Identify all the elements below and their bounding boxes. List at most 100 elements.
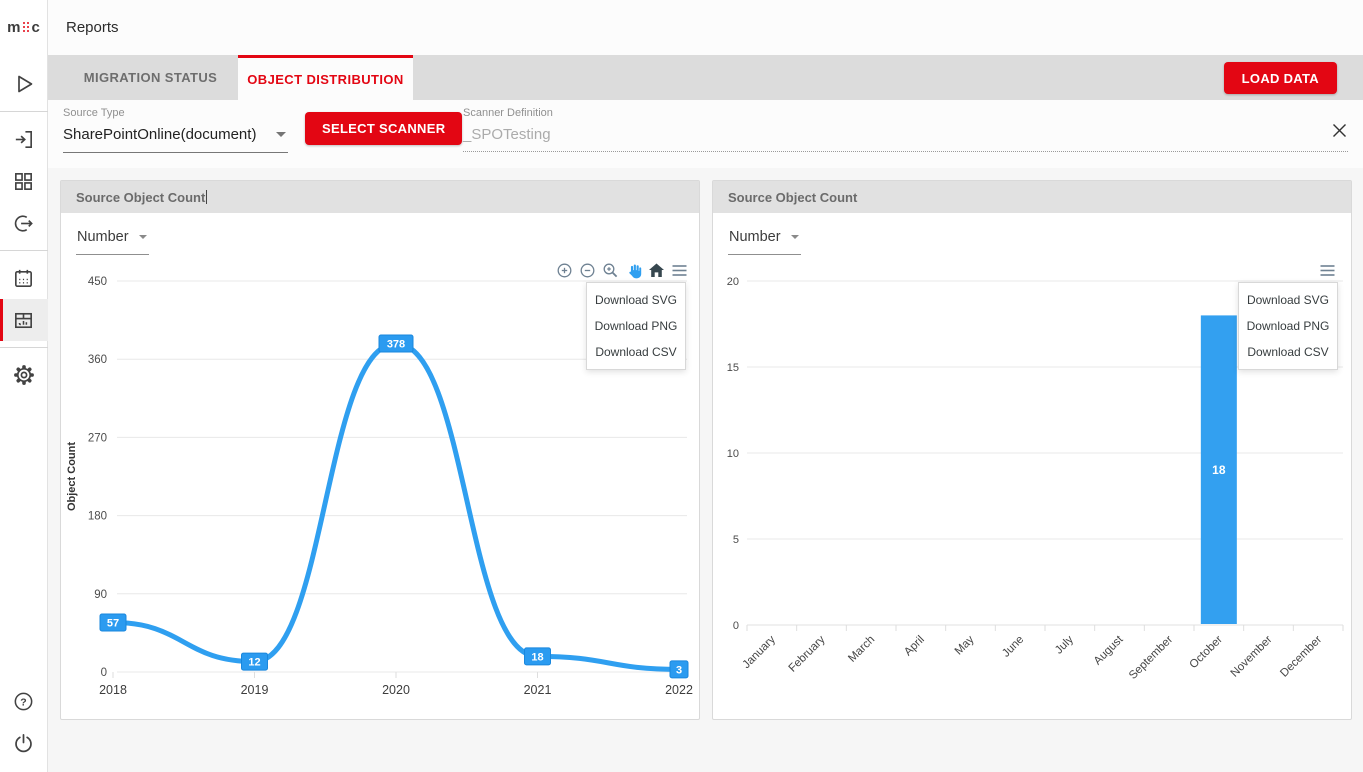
svg-text:November: November [1229, 634, 1275, 680]
bar-chart-svg[interactable]: 0 5 10 15 20 January February March April May June… [713, 257, 1353, 719]
sidebar-item-help[interactable]: ? [0, 680, 48, 722]
page-header: Reports [48, 0, 1363, 55]
svg-text:September: September [1127, 634, 1175, 682]
sign-in-icon [15, 130, 32, 148]
svg-text:2019: 2019 [241, 683, 269, 697]
sidebar-divider [0, 250, 48, 251]
home-icon[interactable] [647, 261, 666, 279]
selection-zoom-icon[interactable] [601, 261, 620, 279]
svg-text:October: October [1188, 634, 1226, 672]
svg-text:2021: 2021 [524, 683, 552, 697]
svg-text:0: 0 [733, 620, 739, 632]
app-logo[interactable]: m c [0, 0, 48, 55]
close-icon[interactable] [1331, 122, 1348, 139]
source-type-value: SharePointOnline(document) [63, 126, 257, 143]
report-dashboard-icon [15, 312, 32, 328]
zoom-out-icon[interactable] [578, 261, 597, 279]
power-icon [15, 733, 32, 752]
svg-text:?: ? [20, 696, 26, 708]
chevron-down-icon [276, 132, 286, 137]
gear-icon [13, 365, 34, 385]
chart-toolbar [1318, 261, 1337, 279]
svg-text:3: 3 [676, 664, 682, 676]
sidebar-item-scheduler[interactable] [0, 257, 48, 299]
sidebar-item-reports[interactable] [0, 299, 48, 341]
sidebar-divider [0, 111, 48, 112]
scanner-definition-value: _SPOTesting [463, 126, 551, 143]
sidebar: m c ? [0, 0, 48, 772]
sign-out-icon [14, 214, 33, 232]
svg-text:15: 15 [727, 362, 739, 374]
svg-text:12: 12 [248, 657, 260, 669]
zoom-in-icon[interactable] [555, 261, 574, 279]
data-label-box [524, 647, 551, 666]
svg-text:18: 18 [531, 651, 543, 663]
series-type-select[interactable]: Number [728, 227, 801, 255]
calendar-icon [15, 269, 32, 287]
series-type-value: Number [729, 229, 781, 245]
svg-text:90: 90 [94, 589, 107, 601]
sidebar-item-modules[interactable] [0, 160, 48, 202]
sidebar-divider [0, 347, 48, 348]
sidebar-item-export[interactable] [0, 202, 48, 244]
menu-item-download-png[interactable]: Download PNG [1246, 319, 1330, 333]
menu-icon[interactable] [670, 261, 689, 279]
sidebar-item-logout[interactable] [0, 722, 48, 764]
logo-letter-c: c [31, 19, 40, 36]
scanner-definition-field[interactable]: Scanner Definition _SPOTesting [463, 107, 1348, 152]
svg-text:2022: 2022 [665, 683, 693, 697]
sidebar-item-settings[interactable] [0, 354, 48, 396]
pan-icon[interactable] [624, 261, 643, 279]
series-type-select[interactable]: Number [76, 227, 149, 255]
svg-text:Object Count: Object Count [66, 442, 78, 511]
svg-text:March: March [846, 634, 877, 665]
svg-text:0: 0 [101, 667, 107, 679]
download-menu: Download SVG Download PNG Download CSV [1238, 282, 1338, 370]
svg-text:5: 5 [733, 534, 739, 546]
source-type-select[interactable]: SharePointOnline(document) [63, 119, 288, 153]
panel-title: Source Object Count [76, 189, 206, 205]
tab-bar: MIGRATION STATUS OBJECT DISTRIBUTION LOA… [48, 55, 1363, 100]
svg-text:10: 10 [727, 448, 739, 460]
text-cursor [206, 190, 208, 204]
chart-toolbar [555, 261, 689, 279]
svg-text:August: August [1092, 633, 1126, 667]
svg-text:January: January [741, 633, 779, 671]
line-chart-svg[interactable]: 0 90 180 270 360 450 2018 2019 2020 2021 2022 Objec… [61, 257, 701, 719]
svg-text:December: December [1278, 634, 1324, 680]
svg-text:360: 360 [88, 354, 107, 366]
source-type-field: Source Type SharePointOnline(document) [63, 107, 288, 153]
chevron-down-icon [139, 235, 147, 239]
sidebar-item-run[interactable] [0, 63, 48, 105]
svg-text:2020: 2020 [382, 683, 410, 697]
svg-text:270: 270 [88, 432, 107, 444]
svg-text:July: July [1053, 633, 1076, 656]
tab-migration-status[interactable]: MIGRATION STATUS [83, 70, 218, 85]
scanner-definition-label: Scanner Definition [463, 107, 553, 119]
charts-content: Source Object Count Number Download SVG … [48, 168, 1363, 772]
series-type-value: Number [77, 229, 129, 245]
menu-item-download-csv[interactable]: Download CSV [595, 345, 677, 359]
sidebar-item-import[interactable] [0, 118, 48, 160]
menu-item-download-svg[interactable]: Download SVG [1246, 293, 1330, 307]
menu-item-download-svg[interactable]: Download SVG [594, 293, 678, 307]
logo-letter-m: m [7, 19, 21, 36]
menu-item-download-png[interactable]: Download PNG [594, 319, 678, 333]
tab-object-distribution[interactable]: OBJECT DISTRIBUTION [238, 55, 413, 100]
bar-october [1200, 315, 1237, 624]
line-series [110, 341, 682, 672]
panel-title-bar[interactable]: Source Object Count [61, 181, 699, 213]
chevron-down-icon [791, 235, 799, 239]
main-area: Reports MIGRATION STATUS OBJECT DISTRIBU… [48, 0, 1363, 772]
svg-text:18: 18 [1212, 463, 1226, 477]
select-scanner-button[interactable]: SELECT SCANNER [305, 112, 463, 145]
svg-text:20: 20 [727, 276, 739, 288]
load-data-button[interactable]: LOAD DATA [1223, 62, 1337, 94]
menu-icon[interactable] [1318, 261, 1337, 279]
svg-text:180: 180 [88, 511, 107, 523]
source-type-label: Source Type [63, 107, 125, 119]
menu-item-download-csv[interactable]: Download CSV [1247, 345, 1329, 359]
play-icon [17, 75, 32, 93]
help-icon: ? [14, 692, 33, 710]
panel-title-bar[interactable]: Source Object Count [713, 181, 1351, 213]
